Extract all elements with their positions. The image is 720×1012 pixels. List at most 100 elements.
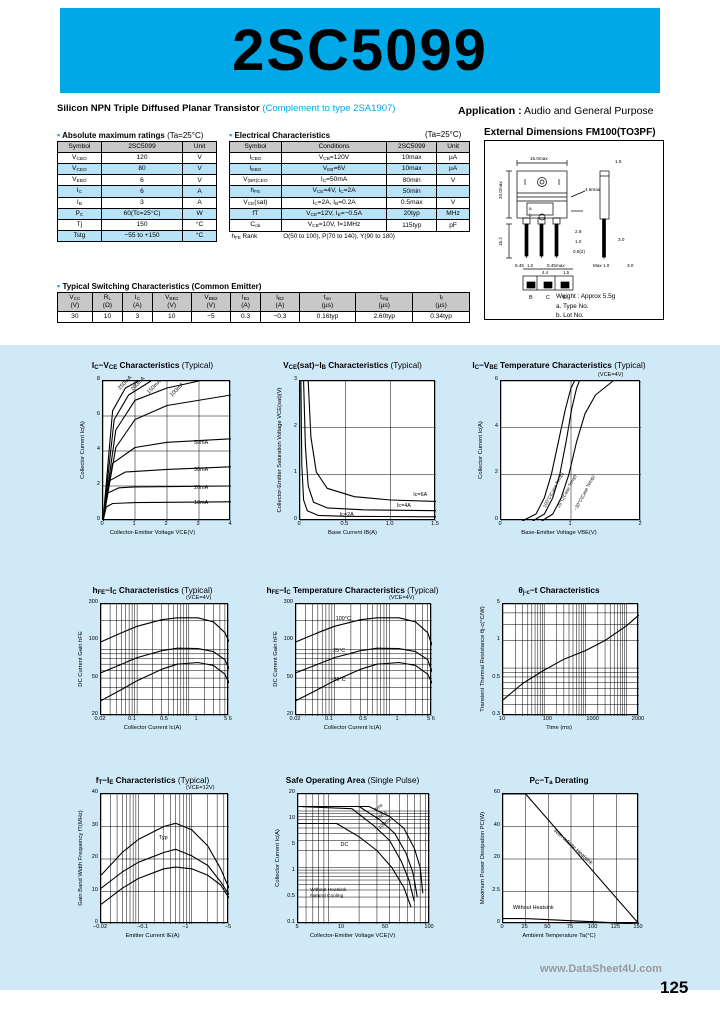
column-header-6: IB2 (A) bbox=[260, 292, 300, 312]
condition-annotation: (VCE=4V) bbox=[598, 372, 624, 378]
curve-label-10mA: 10mA bbox=[194, 500, 209, 507]
value-cell-4: −5 bbox=[190, 310, 231, 323]
weight-note: Weight : Approx 5.5g bbox=[556, 293, 616, 300]
dim-side-len: 3.0 bbox=[618, 237, 625, 242]
unit-cell: MHz bbox=[436, 208, 470, 221]
note-type-no: a. Type No. bbox=[556, 302, 589, 310]
y-tick-0: 0 bbox=[96, 516, 100, 522]
table-row: fT VCE=12V, IE=−0.5A 20typ MHz bbox=[229, 208, 470, 221]
y-tick-2: 100 bbox=[283, 636, 293, 643]
x-tick-4: 100 bbox=[587, 924, 598, 930]
value-cell-5: 0.3 bbox=[229, 310, 262, 323]
y-tick-2: 100 bbox=[88, 636, 98, 643]
conditions-cell: VCE=12V, IE=−0.5A bbox=[280, 208, 388, 221]
chart-ft-ie: fT−IE Characteristics (Typical) −0.02 −0.1… bbox=[60, 775, 245, 955]
plot-area-ft-ie bbox=[100, 793, 229, 924]
dim-a: 1.0 bbox=[527, 263, 534, 268]
data-series-typ bbox=[101, 848, 229, 896]
value-cell: −55 to +150 bbox=[100, 229, 184, 242]
column-header-7: ton (µs) bbox=[298, 292, 357, 312]
dim-c: 1.5 bbox=[563, 270, 570, 275]
column-header-9: tf (µs) bbox=[412, 292, 470, 312]
value-cell: 10max bbox=[386, 162, 438, 176]
curve-label-−30°C: −30°C bbox=[330, 676, 346, 683]
symbol-cell: IC bbox=[57, 185, 102, 198]
column-header-3: Unit bbox=[436, 141, 470, 153]
x-tick-5: 125 bbox=[610, 924, 620, 930]
symbol-cell: VCE(sat) bbox=[229, 196, 282, 210]
chart-soa: Safe Operating Area (Single Pulse) 5 10 50 1… bbox=[255, 775, 450, 955]
value-cell: 3 bbox=[100, 196, 184, 210]
table-row: PC 60(Tc=25°C) W bbox=[57, 208, 217, 221]
unit-cell: µA bbox=[436, 151, 470, 164]
table-row: 30 10 3 10 −5 0.3 −0.3 0.16typ 2.60typ 0.34typ bbox=[57, 310, 470, 323]
y-tick-1: 0.5 bbox=[492, 673, 500, 680]
y-tick-2: 4 bbox=[96, 446, 100, 452]
value-cell-0: 30 bbox=[57, 310, 93, 323]
chart-title-vcesat-ib: VCE(sat)−IB Characteristics (Typical) bbox=[283, 360, 422, 372]
x-tick-3: 1 bbox=[395, 716, 399, 722]
curve-label-2A: Ic=2A bbox=[339, 511, 354, 518]
table-header-row: VCC (V) RL (Ω) IC (A) VBB1 (V) VBB2 (V) IB1 (A) IB2(… bbox=[57, 292, 470, 312]
x-tick-0: 5 bbox=[295, 924, 299, 930]
table-row: V(BR)CEO IC=50mA 80min V bbox=[229, 174, 470, 187]
plot-area-soa bbox=[297, 793, 430, 924]
table-row: IB 3 A bbox=[57, 196, 217, 210]
column-header-0: Symbol bbox=[57, 141, 102, 153]
table-row: VEBO 6 V bbox=[57, 174, 217, 187]
chart-hfe-ic-temp: hFE−IC Temperature Characteristics (Typi… bbox=[255, 585, 450, 745]
dim-width: 15.0max bbox=[530, 156, 548, 161]
abs-max-heading: ▪ Absolute maximum ratings (Ta=25°C) bbox=[57, 130, 203, 140]
external-dimensions-drawing: 15.0max 20.0max 16.2 4.5max 2.8 1.0 0.5(… bbox=[484, 140, 664, 320]
data-series-25°C(Case Temp) bbox=[532, 381, 580, 521]
pin-label-c: C bbox=[546, 295, 550, 301]
curve-label-30mA: 30mA bbox=[194, 466, 209, 473]
dim-left: 5.45 bbox=[515, 263, 524, 268]
unit-cell: V bbox=[436, 196, 470, 210]
complement-type: (Complement to type 2SA1907) bbox=[262, 103, 396, 114]
y-tick-2: 1 bbox=[496, 636, 500, 643]
unit-cell: µA bbox=[436, 162, 470, 176]
plot-area-ic-vce bbox=[102, 380, 231, 521]
data-series-max bbox=[101, 822, 229, 889]
data-series-−30°C bbox=[296, 661, 432, 702]
curve-label-25°C: 25°C bbox=[333, 647, 346, 654]
value-cell-6: −0.3 bbox=[260, 310, 300, 323]
bullet-icon: ▪ bbox=[57, 130, 61, 140]
plot-area-hfe-ic-temp bbox=[295, 603, 432, 716]
data-series-DC bbox=[298, 822, 412, 908]
data-series-100°C bbox=[296, 617, 432, 646]
x-tick-0: 0 bbox=[500, 924, 504, 930]
value-cell-9: 0.34typ bbox=[412, 310, 470, 323]
symbol-cell: Tstg bbox=[57, 229, 102, 242]
chart-title-ic-vce: IC−VCE Characteristics (Typical) bbox=[91, 360, 214, 372]
symbol-cell: hFE bbox=[229, 185, 282, 198]
dim-side-a: Max 1.0 bbox=[593, 263, 610, 268]
unit-cell: °C bbox=[182, 229, 217, 242]
characteristics-charts-panel: IC−VCE Characteristics (Typical) 0 1 2 3 4 0 2 4… bbox=[0, 345, 720, 990]
x-tick-3: 1.5 bbox=[431, 521, 439, 527]
column-header-0: Symbol bbox=[229, 141, 282, 153]
y-tick-3: 3 bbox=[293, 376, 297, 382]
dim-height: 20.0max bbox=[498, 181, 503, 199]
unit-cell: A bbox=[182, 196, 217, 210]
unit-cell: V bbox=[182, 174, 217, 187]
conditions-cell: VCE=4V, IC=2A bbox=[280, 185, 388, 198]
external-dimensions-label: External Dimensions bbox=[484, 127, 583, 138]
table-body: ICBO VCB=120V 10max µA IEBO VEB=6V 10max µA V(BR… bbox=[229, 151, 470, 241]
electrical-heading: ▪ Electrical Characteristics bbox=[229, 130, 330, 140]
curve-label-without-heatsink: Without Heatsink bbox=[512, 904, 554, 911]
value-cell-8: 2.60typ bbox=[355, 310, 414, 323]
value-cell: 60(Tc=25°C) bbox=[100, 208, 184, 221]
data-series-1ms bbox=[298, 805, 424, 894]
x-axis-label: Collector-Emitter Voltage VCE(V) bbox=[309, 933, 396, 939]
device-description: Silicon NPN Triple Diffused Planar Trans… bbox=[57, 103, 260, 114]
x-tick-3: −5 bbox=[224, 924, 232, 930]
dim-side-b: 3.0 bbox=[627, 263, 634, 268]
chart-title-theta-t: θj-c−t Characteristics bbox=[518, 585, 600, 597]
y-tick-2: 20 bbox=[493, 854, 500, 860]
y-tick-5: 20 bbox=[288, 789, 295, 795]
y-tick-3: 5 bbox=[291, 841, 295, 847]
pin-label-b: B bbox=[529, 295, 533, 301]
